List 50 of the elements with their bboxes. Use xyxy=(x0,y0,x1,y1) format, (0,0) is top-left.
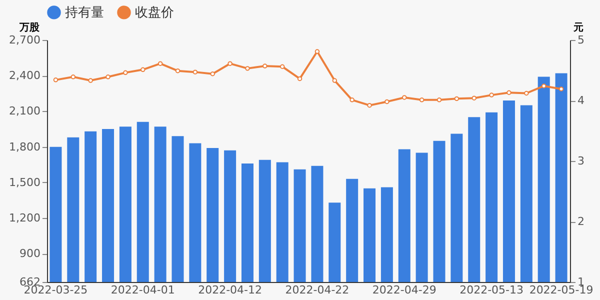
point xyxy=(123,70,128,76)
point xyxy=(228,61,232,66)
point xyxy=(158,61,163,66)
point xyxy=(524,90,529,96)
point xyxy=(332,78,338,83)
point xyxy=(350,98,354,102)
y-tick-label: 2,700 xyxy=(9,34,40,46)
point xyxy=(297,76,302,82)
y2-tick-label: 2 xyxy=(578,215,584,228)
point xyxy=(454,96,460,102)
y-axis-title: 万股 xyxy=(18,22,40,34)
y-tick-label: 1,200 xyxy=(9,212,40,225)
x-tick-label: 2022-04-01 xyxy=(110,284,175,296)
point xyxy=(140,67,146,72)
point xyxy=(175,68,180,74)
y2-tick-label: 3 xyxy=(578,154,584,168)
y2-tick-label: 4 xyxy=(578,94,584,107)
point xyxy=(262,64,268,68)
point xyxy=(53,78,58,82)
y-tick-label: 900 xyxy=(20,247,40,260)
point xyxy=(367,102,372,108)
point xyxy=(106,74,110,80)
y-tick-label: 2,100 xyxy=(9,104,40,118)
point xyxy=(314,49,320,54)
x-tick-label: 2022-05-13 xyxy=(460,284,524,296)
point xyxy=(192,70,198,74)
y2-tick-label: 5 xyxy=(578,34,584,46)
legend-label: 持有量 xyxy=(65,5,104,20)
legend-label: 收盘价 xyxy=(135,5,174,20)
x-tick-label: 2022-04-12 xyxy=(198,284,262,296)
point xyxy=(472,96,476,100)
y-tick-label: 1,800 xyxy=(9,140,40,154)
point xyxy=(489,92,494,98)
point xyxy=(402,95,407,100)
point xyxy=(436,98,442,102)
point xyxy=(245,66,250,71)
y-tick-label: 1,500 xyxy=(9,176,40,189)
point xyxy=(558,86,564,92)
y2-axis-title: 元 xyxy=(572,22,584,34)
x-tick-label: 2022-04-29 xyxy=(372,284,436,296)
point xyxy=(280,64,285,69)
point xyxy=(88,78,93,83)
point xyxy=(210,72,215,76)
point xyxy=(70,74,76,80)
x-tick-label: 2022-04-22 xyxy=(285,284,350,296)
y-tick-label: 2,400 xyxy=(9,69,40,82)
point xyxy=(506,90,512,95)
point xyxy=(384,99,390,104)
point xyxy=(419,98,424,102)
point xyxy=(541,84,546,88)
